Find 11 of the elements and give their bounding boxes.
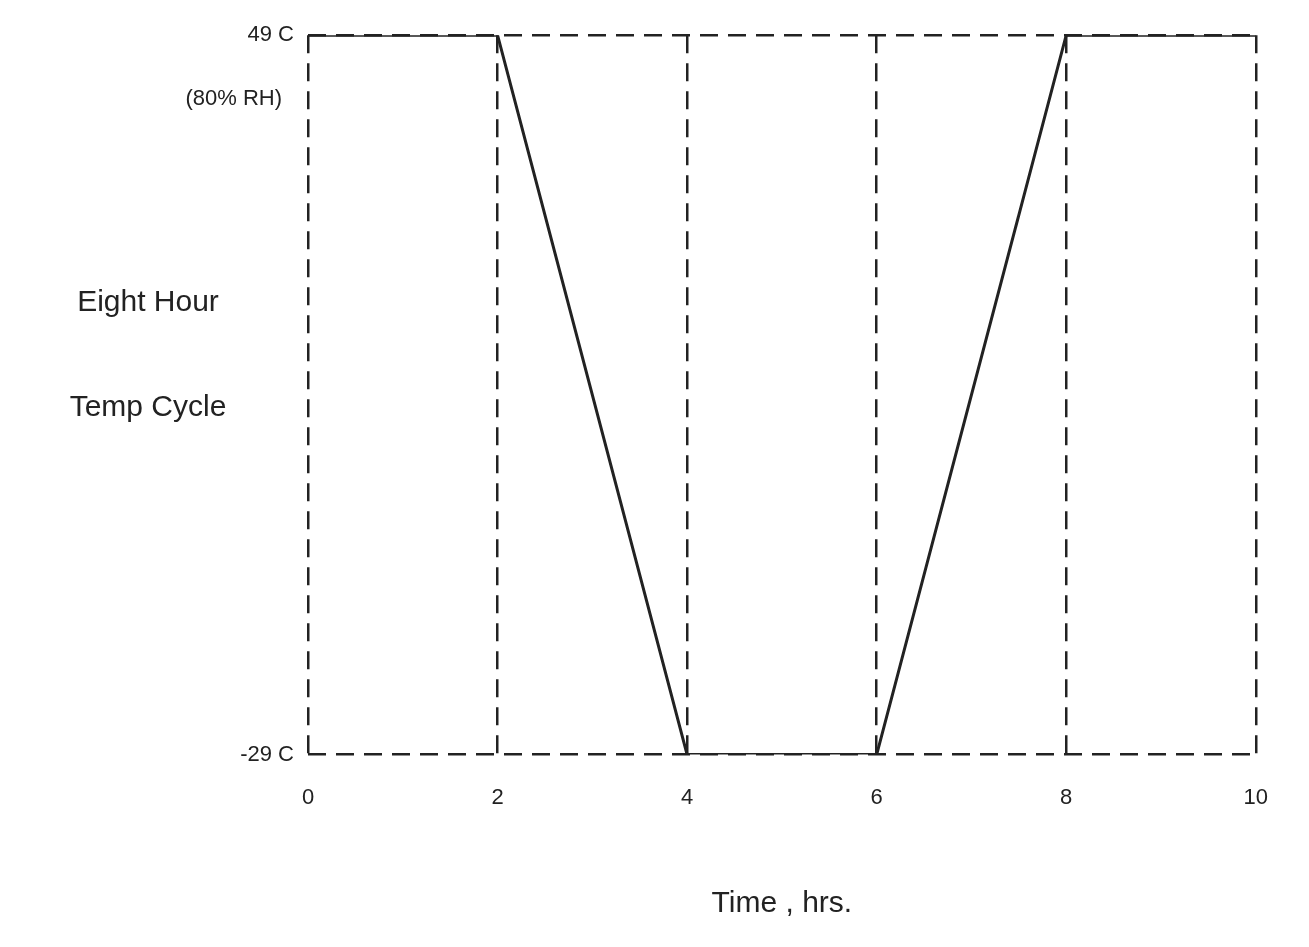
x-tick-label: 2 (491, 783, 504, 809)
y-tick-label: 49 C (247, 21, 295, 47)
text: (80% RH) (185, 85, 282, 111)
text: Eight Hour Temp Cycle (69, 283, 227, 422)
x-tick-label: 4 (680, 783, 694, 809)
x-tick-label: 6 (870, 783, 883, 809)
x-tick-label: 0 (301, 783, 315, 809)
x-axis-title: Time , hrs. (711, 885, 853, 919)
y-tick-label: -29 C (240, 740, 295, 766)
x-tick-label: 8 (1060, 783, 1073, 809)
x-tick-label: 10 (1243, 783, 1269, 809)
